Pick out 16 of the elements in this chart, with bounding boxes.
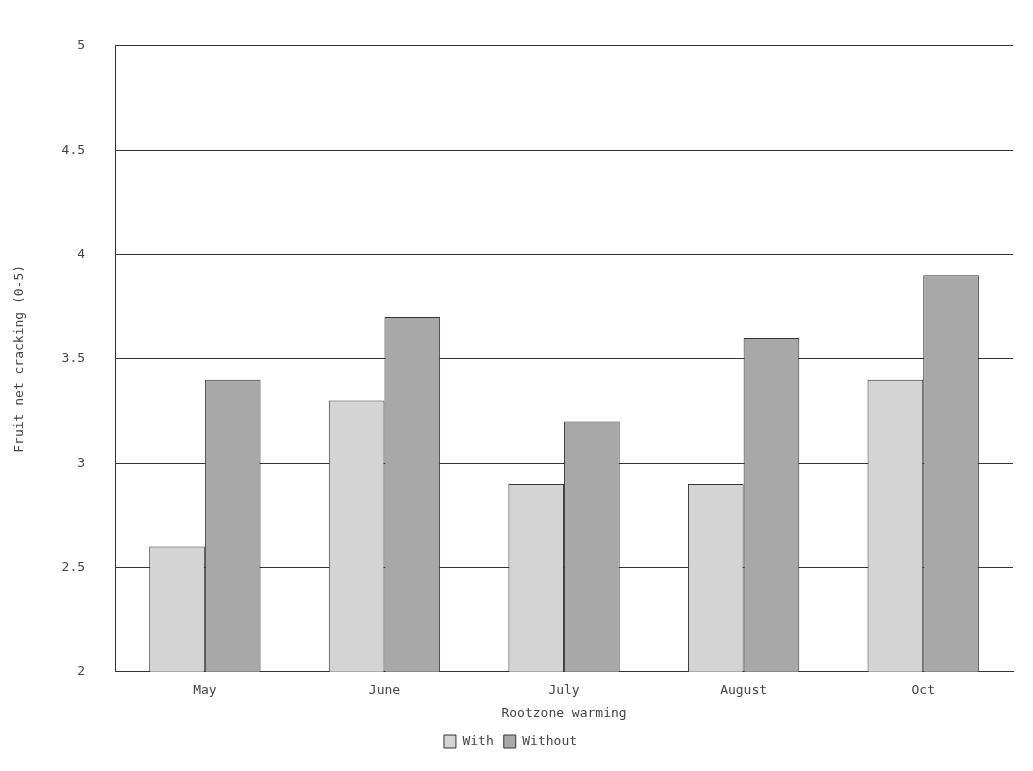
x-tick-label: August — [720, 681, 768, 697]
x-tick-label: June — [368, 681, 401, 697]
y-tick-label: 2 — [77, 663, 86, 679]
y-tick-label: 3 — [77, 454, 86, 470]
y-tick-label: 3.5 — [61, 350, 86, 366]
legend-label: Without — [522, 732, 578, 748]
legend-label: With — [462, 732, 494, 748]
y-tick-label: 5 — [77, 37, 86, 53]
y-tick-label: 2.5 — [61, 558, 86, 574]
x-tick-label: Oct — [911, 681, 935, 697]
x-axis-title: Rootzone warming — [501, 704, 627, 720]
y-tick-label: 4.5 — [61, 141, 86, 157]
x-tick-label: July — [548, 681, 580, 697]
y-axis-title: Fruit net cracking (0-5) — [11, 264, 27, 453]
y-tick-label: 4 — [77, 245, 86, 261]
x-tick-label: May — [193, 681, 217, 697]
